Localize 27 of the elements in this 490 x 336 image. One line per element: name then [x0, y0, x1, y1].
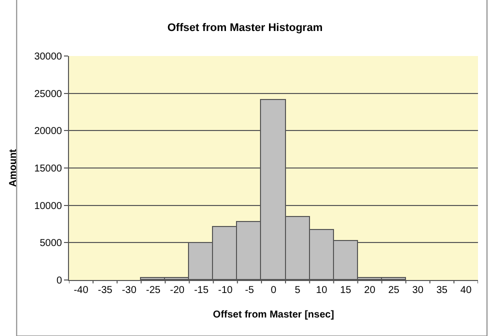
y-tick-label: 30000: [34, 52, 62, 62]
x-tick-label: -35: [98, 285, 113, 296]
x-tick-label: -5: [244, 285, 254, 296]
x-tick-label: 25: [388, 285, 400, 296]
y-tick-label: 10000: [34, 200, 62, 212]
y-tick-label: 20000: [34, 126, 62, 138]
x-tick-label: 15: [340, 285, 352, 296]
x-tick-label: -10: [218, 285, 234, 296]
y-axis-title: Amount: [8, 148, 20, 187]
x-tick-label: 5: [294, 285, 301, 296]
y-tick-label: 15000: [34, 164, 62, 174]
x-tick-label: 30: [412, 285, 424, 296]
y-tick-label: 25000: [34, 88, 62, 100]
x-tick-label: -20: [170, 285, 185, 296]
x-tick-label: -40: [74, 285, 89, 296]
x-tick-label: -25: [146, 285, 161, 296]
x-tick-label: 20: [364, 285, 376, 296]
x-tick-label: 35: [436, 285, 448, 296]
x-tick-label: -30: [122, 285, 137, 296]
y-tick-label: 5000: [40, 238, 62, 250]
x-axis-title: Offset from Master [nsec]: [212, 310, 334, 320]
x-tick-label: 0: [270, 285, 277, 296]
x-tick-label: 40: [460, 285, 472, 296]
y-tick-label: 0: [56, 276, 62, 286]
x-tick-label: 10: [316, 285, 328, 296]
chart-title: Offset from Master Histogram: [167, 22, 323, 34]
x-tick-label: -15: [194, 285, 209, 296]
